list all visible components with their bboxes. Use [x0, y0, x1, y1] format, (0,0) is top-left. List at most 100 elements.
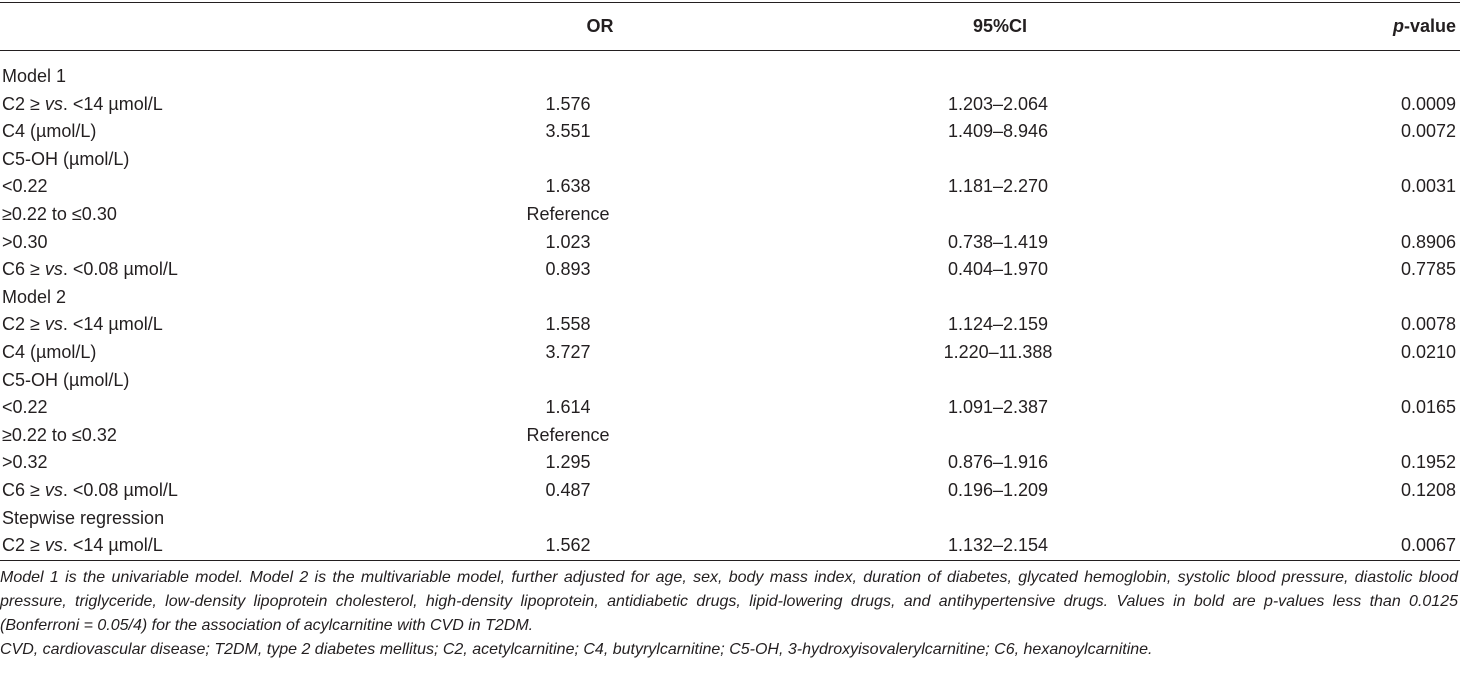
- table-row: C2 ≥ vs. <14 µmol/L 1.558 1.124–2.159 0.007…: [0, 311, 1460, 339]
- cell-ci: 0.404–1.970: [947, 259, 1049, 280]
- row-label: >0.32: [2, 449, 48, 477]
- row-label-text: C5-OH (µmol/L): [2, 369, 130, 390]
- cell-or: 1.614: [545, 397, 591, 418]
- cell-ci: 1.132–2.154: [947, 535, 1049, 556]
- cell-ci: 1.124–2.159: [947, 314, 1049, 335]
- row-label-italic: vs: [44, 259, 63, 280]
- cell-p-value: 0.0067: [1400, 535, 1456, 556]
- table-body: Model 1 C2 ≥ vs. <14 µmol/L 1.576 1.203–2.0…: [0, 63, 1460, 560]
- table-header-rule: [0, 50, 1460, 51]
- table-row: ≥0.22 to ≤0.32 Reference: [0, 422, 1460, 450]
- footnote-abbreviations: CVD, cardiovascular disease; T2DM, type …: [0, 641, 1153, 658]
- cell-ci: 0.738–1.419: [947, 231, 1049, 252]
- table-footnotes: Model 1 is the univariable model. Model …: [0, 566, 1458, 662]
- cell-p-value: 0.0031: [1400, 176, 1456, 197]
- row-label: Model 1: [2, 63, 66, 91]
- table-row: C6 ≥ vs. <0.08 µmol/L 0.893 0.404–1.970 0.7…: [0, 256, 1460, 284]
- p-value-suffix: -value: [1403, 16, 1456, 36]
- row-label-text: C6 ≥: [2, 259, 45, 280]
- table-row: C4 (µmol/L) 3.551 1.409–8.946 0.0072: [0, 118, 1460, 146]
- row-label-text: C4 (µmol/L): [2, 341, 97, 362]
- table-row: ≥0.22 to ≤0.30 Reference: [0, 201, 1460, 229]
- cell-ci: 1.409–8.946: [947, 121, 1049, 142]
- row-label: C4 (µmol/L): [2, 339, 96, 367]
- row-label-suffix: . <14 µmol/L: [62, 93, 163, 114]
- row-label: C5-OH (µmol/L): [2, 146, 129, 174]
- cell-or: 1.576: [545, 93, 591, 114]
- cell-or: 1.023: [545, 231, 591, 252]
- row-label-italic: vs: [44, 479, 63, 500]
- cell-ci: 1.091–2.387: [947, 397, 1049, 418]
- table-bottom-rule: [0, 560, 1460, 561]
- row-label-text: C6 ≥: [2, 479, 45, 500]
- row-label-text: C2 ≥: [2, 93, 45, 114]
- row-label-text: C2 ≥: [2, 535, 45, 556]
- row-label-text: ≥0.22 to ≤0.30: [2, 203, 117, 224]
- row-label-suffix: . <14 µmol/L: [62, 535, 163, 556]
- cell-p-value: 0.0165: [1400, 397, 1456, 418]
- cell-or: 3.551: [545, 121, 591, 142]
- table-row: Model 1: [0, 63, 1460, 91]
- row-label: >0.30: [2, 229, 48, 257]
- row-label-italic: vs: [44, 314, 63, 335]
- cell-p-value: 0.0078: [1400, 314, 1456, 335]
- cell-p-value: 0.1208: [1400, 479, 1456, 500]
- row-label-text: C4 (µmol/L): [2, 121, 97, 142]
- cell-or: 1.295: [545, 452, 591, 473]
- table-row: Model 2: [0, 284, 1460, 312]
- row-label: C4 (µmol/L): [2, 118, 96, 146]
- table-row: >0.30 1.023 0.738–1.419 0.8906: [0, 229, 1460, 257]
- table-row: C5-OH (µmol/L): [0, 367, 1460, 395]
- row-label-text: <0.22: [2, 397, 48, 418]
- row-label: Model 2: [2, 284, 66, 312]
- table-row: C2 ≥ vs. <14 µmol/L 1.562 1.132–2.154 0.006…: [0, 532, 1460, 560]
- cell-ci: 0.876–1.916: [947, 452, 1049, 473]
- cell-or: 1.558: [545, 314, 591, 335]
- cell-p-value: 0.7785: [1400, 259, 1456, 280]
- row-label: C2 ≥ vs. <14 µmol/L: [2, 532, 163, 560]
- cell-ci: 0.196–1.209: [947, 479, 1049, 500]
- cell-ci: 1.220–11.388: [943, 341, 1053, 362]
- cell-or: Reference: [526, 203, 610, 224]
- column-header-or: OR: [586, 16, 614, 36]
- column-header-ci: 95%CI: [972, 16, 1028, 36]
- row-label-text: >0.32: [2, 452, 48, 473]
- table-row: C4 (µmol/L) 3.727 1.220–11.388 0.0210: [0, 339, 1460, 367]
- table-row: >0.32 1.295 0.876–1.916 0.1952: [0, 449, 1460, 477]
- row-label-text: C5-OH (µmol/L): [2, 148, 130, 169]
- row-label: ≥0.22 to ≤0.32: [2, 422, 117, 450]
- footnote-models: Model 1 is the univariable model. Model …: [0, 569, 1458, 634]
- row-label: ≥0.22 to ≤0.30: [2, 201, 117, 229]
- row-label-italic: vs: [44, 93, 63, 114]
- cell-or: Reference: [526, 424, 610, 445]
- row-label: <0.22: [2, 173, 48, 201]
- cell-or: 3.727: [545, 341, 591, 362]
- column-header-p-value: p-value: [1393, 14, 1456, 38]
- cell-or: 1.562: [545, 535, 591, 556]
- row-label: C6 ≥ vs. <0.08 µmol/L: [2, 477, 178, 505]
- table-row: C6 ≥ vs. <0.08 µmol/L 0.487 0.196–1.209 0.1…: [0, 477, 1460, 505]
- table-row: C2 ≥ vs. <14 µmol/L 1.576 1.203–2.064 0.000…: [0, 91, 1460, 119]
- cell-or: 1.638: [545, 176, 591, 197]
- row-label-suffix: . <0.08 µmol/L: [62, 259, 178, 280]
- row-label-text: Stepwise regression: [2, 507, 165, 528]
- row-label-text: ≥0.22 to ≤0.32: [2, 424, 117, 445]
- row-label-text: >0.30: [2, 231, 48, 252]
- table-row: Stepwise regression: [0, 505, 1460, 533]
- row-label-text: Model 2: [2, 286, 67, 307]
- cell-ci: 1.181–2.270: [947, 176, 1049, 197]
- row-label: <0.22: [2, 394, 48, 422]
- table-row: C5-OH (µmol/L): [0, 146, 1460, 174]
- row-label-text: Model 1: [2, 66, 67, 86]
- cell-p-value: 0.0210: [1400, 341, 1456, 362]
- table-top-rule: [0, 2, 1460, 3]
- row-label: C5-OH (µmol/L): [2, 367, 129, 395]
- cell-ci: 1.203–2.064: [947, 93, 1049, 114]
- row-label: C2 ≥ vs. <14 µmol/L: [2, 91, 163, 119]
- table-row: <0.22 1.638 1.181–2.270 0.0031: [0, 173, 1460, 201]
- cell-p-value: 0.0072: [1400, 121, 1456, 142]
- row-label-suffix: . <14 µmol/L: [62, 314, 163, 335]
- table-row: <0.22 1.614 1.091–2.387 0.0165: [0, 394, 1460, 422]
- row-label: C6 ≥ vs. <0.08 µmol/L: [2, 256, 178, 284]
